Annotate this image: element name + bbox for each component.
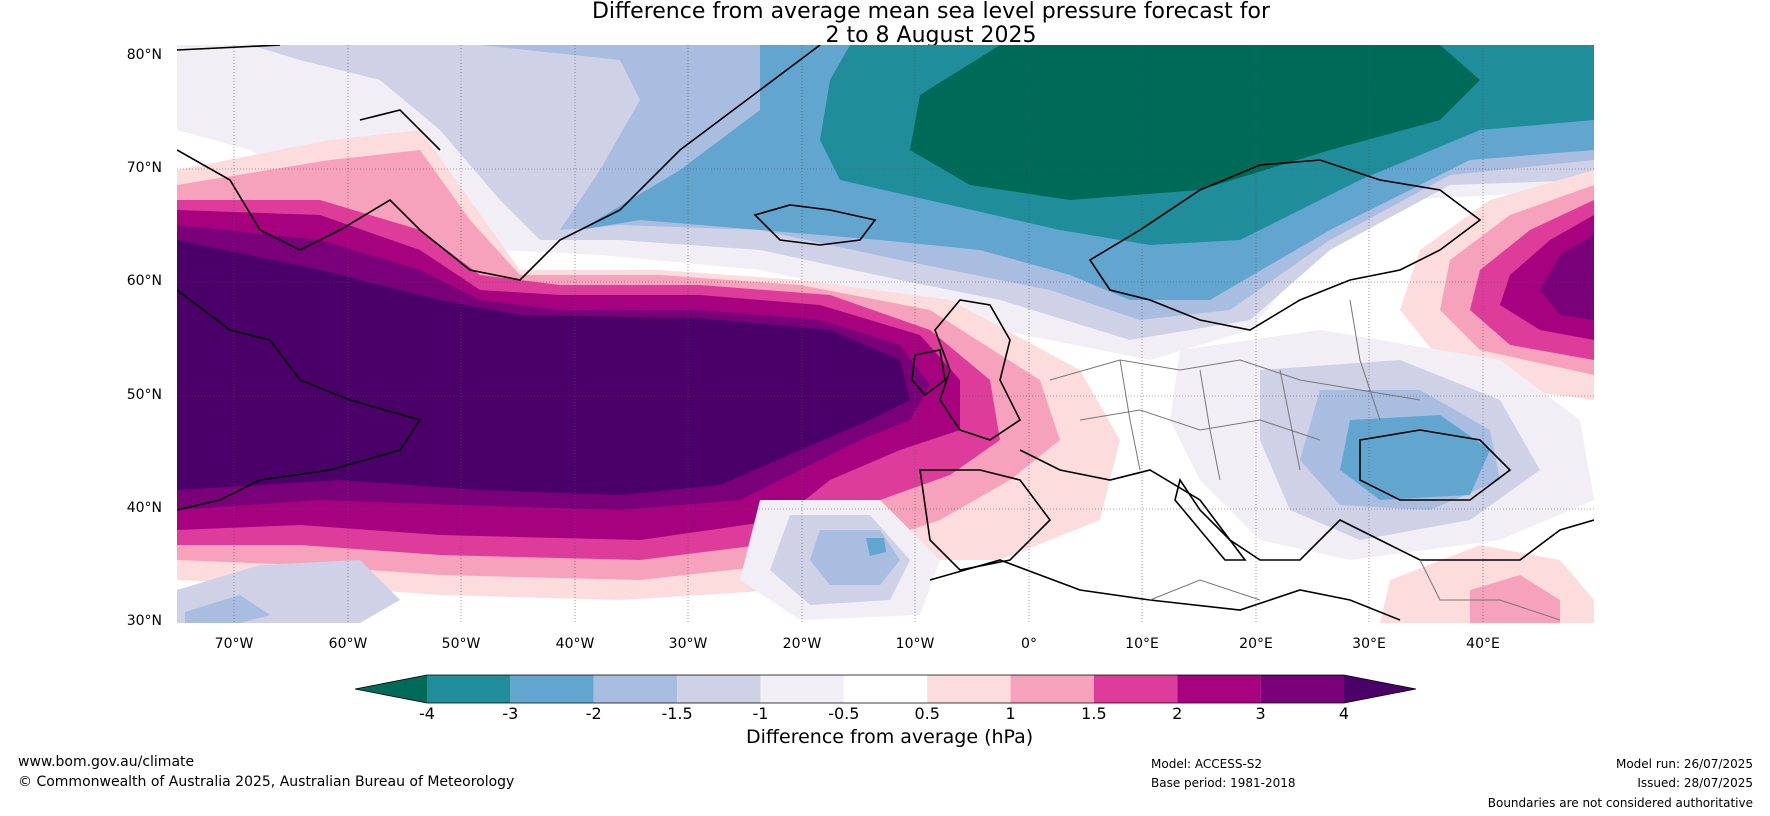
- region-neg-balkans-2: [1340, 415, 1490, 500]
- region-neg-sw-2: [866, 538, 886, 556]
- colorbar-tick-label: 2: [1172, 704, 1183, 723]
- lon-label-60w: 60°W: [328, 636, 368, 652]
- lon-label-20e: 20°E: [1239, 636, 1273, 652]
- africa-coast: [929, 559, 1401, 621]
- graticule: [177, 45, 1594, 623]
- colorbar-tick-label: -0.5: [828, 704, 860, 723]
- coastlines: [177, 45, 1594, 621]
- lat-label-30n: 30°N: [126, 613, 162, 629]
- colorbar-tick-label: -1: [752, 704, 769, 723]
- region-pos-se-1: [1470, 575, 1560, 623]
- lon-label-10e: 10°E: [1125, 636, 1159, 652]
- british-isles-coast: [934, 299, 1022, 441]
- ireland-coast: [911, 349, 946, 397]
- greenland-north-coast: [177, 45, 441, 151]
- footer-issued: Issued: 28/07/2025: [1637, 776, 1753, 790]
- footer-model: Model: ACCESS-S2: [1151, 757, 1263, 771]
- colorbar-title: Difference from average (hPa): [746, 726, 1034, 748]
- colorbar-tick-label: 4: [1338, 704, 1350, 723]
- lat-label-50n: 50°N: [126, 387, 162, 403]
- north-america-coast: [177, 289, 422, 511]
- lat-label-70n: 70°N: [126, 160, 162, 176]
- footer-model-run: Model run: 26/07/2025: [1615, 757, 1753, 771]
- colorbar-tick-label: 1.5: [1081, 704, 1107, 723]
- title-line-1: Difference from average mean sea level p…: [591, 0, 1271, 24]
- footer-base-period: Base period: 1981-2018: [1151, 776, 1296, 790]
- black-sea-coast: [1359, 429, 1512, 501]
- iceland-coast: [753, 204, 877, 246]
- colorbar-tick-label: 0.5: [914, 704, 940, 723]
- europe-coast: [1019, 449, 1594, 561]
- colorbar-tick-label: -2: [585, 704, 602, 723]
- footer-website: www.bom.gov.au/climate: [18, 754, 195, 770]
- italy-coast: [1174, 478, 1247, 561]
- region-neg-4-north: [910, 45, 1480, 200]
- colorbar-tick-label: 3: [1255, 704, 1266, 723]
- region-neg-far-sw-1-5: [185, 595, 270, 623]
- colorbar-tick-label: -1.5: [661, 704, 693, 723]
- lon-label-30w: 30°W: [668, 636, 708, 652]
- footer-disclaimer: Boundaries are not considered authoritat…: [1487, 796, 1753, 810]
- map-title: Difference from average mean sea level p…: [0, 0, 1770, 48]
- greenland-coast: [177, 45, 821, 281]
- lon-label-10w: 10°W: [895, 636, 935, 652]
- lon-label-50w: 50°W: [441, 636, 481, 652]
- colorbar-tick-label: -4: [419, 704, 435, 723]
- scandinavia-coast: [1088, 159, 1482, 331]
- colorbar-tick-label: -3: [502, 704, 519, 723]
- lon-label-70w: 70°W: [214, 636, 254, 652]
- country-boundaries: [1049, 299, 1561, 621]
- region-pos-4: [177, 240, 910, 495]
- lat-label-80n: 80°N: [126, 47, 162, 63]
- region-pos-east-3: [1540, 235, 1594, 320]
- lon-label-30e: 30°E: [1352, 636, 1386, 652]
- lon-label-40w: 40°W: [555, 636, 595, 652]
- lon-label-40e: 40°E: [1466, 636, 1500, 652]
- title-line-2: 2 to 8 August 2025: [825, 23, 1037, 48]
- lat-label-60n: 60°N: [126, 273, 162, 289]
- colorbar-tick-label: 1: [1005, 704, 1016, 723]
- lat-label-40n: 40°N: [126, 500, 162, 516]
- iberia-coast: [919, 469, 1052, 571]
- lon-label-0: 0°: [1021, 636, 1037, 652]
- lon-label-20w: 20°W: [782, 636, 822, 652]
- footer-copyright: © Commonwealth of Australia 2025, Austra…: [18, 774, 515, 790]
